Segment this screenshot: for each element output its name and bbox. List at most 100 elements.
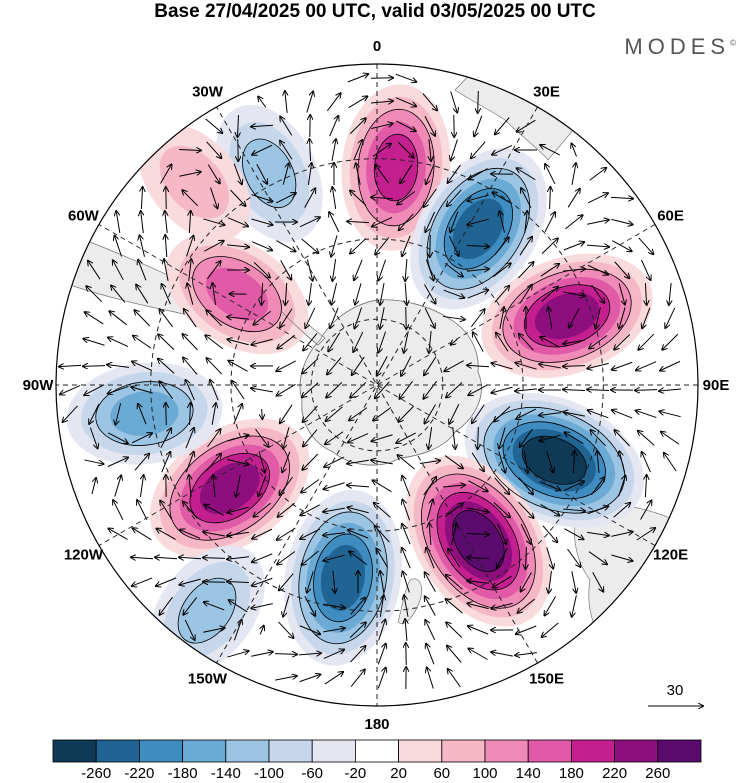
wind-vector [86, 286, 103, 303]
wind-vector [251, 603, 273, 609]
wind-vector [109, 311, 127, 326]
wind-vector [349, 118, 366, 135]
wind-vector [494, 286, 509, 303]
wind-vector [203, 628, 225, 633]
wind-vector [588, 551, 607, 565]
wind-vector [398, 405, 415, 422]
wind-vector [301, 479, 320, 492]
wind-vector [550, 187, 551, 210]
wind-vector [563, 291, 585, 296]
colorbar-tick-label: 260 [645, 765, 670, 782]
brand-name: MODES [624, 34, 731, 59]
wind-vector [467, 603, 489, 610]
wind-vector [204, 602, 225, 611]
wind-vector [324, 456, 345, 467]
wind-vector [563, 366, 586, 367]
wind-vector [611, 532, 632, 537]
wind-vector [261, 282, 262, 305]
wind-vector [347, 485, 370, 487]
wind-vector [347, 459, 369, 463]
wind-vector [395, 73, 417, 82]
wind-vector [491, 602, 513, 608]
wind-vector [397, 191, 416, 204]
wind-vector [614, 430, 630, 447]
wind-vector [571, 571, 576, 593]
colorbar-swatch [182, 739, 227, 763]
wind-vector [587, 220, 609, 225]
wind-vector [280, 476, 293, 495]
wind-vector [451, 338, 458, 345]
colorbar-swatch [354, 739, 399, 763]
wind-vector [549, 571, 552, 593]
wind-vector [618, 476, 626, 497]
wind-vector [448, 669, 461, 688]
wind-vector [348, 96, 368, 109]
wind-vector [426, 644, 435, 665]
wind-vector [182, 190, 199, 207]
colorbar-tick-label: -60 [301, 765, 323, 782]
wind-vector [378, 331, 387, 353]
wind-vector [471, 141, 486, 159]
wind-vector [541, 238, 558, 254]
wind-vector [185, 428, 194, 449]
wind-vector [227, 557, 249, 560]
wind-vector [491, 652, 513, 657]
wind-vector [203, 582, 226, 583]
wind-vector [587, 362, 609, 368]
wind-vector [108, 529, 128, 540]
wind-vector [84, 459, 103, 464]
wind-vector [548, 307, 553, 329]
wind-vector [350, 598, 365, 615]
wind-vector [131, 557, 154, 559]
wind-vector [227, 651, 248, 658]
wind-vector [212, 283, 215, 305]
wind-vector [619, 451, 626, 473]
wind-vector [332, 187, 337, 209]
wind-vector [326, 93, 340, 112]
wind-vector [299, 674, 321, 683]
wind-vector [515, 389, 537, 391]
wind-vector [426, 548, 435, 569]
longitude-label: 150W [188, 671, 228, 688]
wind-vector [425, 211, 436, 232]
wind-vector [405, 619, 407, 642]
wind-vector [402, 235, 411, 256]
wind-vector [205, 335, 224, 350]
wind-vector [447, 189, 462, 206]
wind-vector [467, 507, 489, 512]
wind-vector [371, 434, 393, 442]
wind-vector [565, 215, 582, 230]
wind-vector [453, 427, 456, 449]
wind-vector [323, 650, 344, 659]
wind-vector [397, 455, 415, 470]
wind-vector [498, 451, 505, 472]
wind-vector [159, 596, 173, 615]
wind-vector [299, 217, 320, 228]
wind-vector [474, 115, 483, 137]
wind-vector [659, 411, 681, 418]
wind-vector [298, 653, 321, 655]
wind-vector [569, 308, 580, 327]
wind-vector [113, 500, 124, 521]
wind-vector [203, 218, 224, 225]
wind-vector [545, 164, 556, 185]
wind-vector [229, 600, 248, 613]
wind-vector [158, 334, 175, 350]
wind-vector [326, 406, 343, 421]
wind-vector [285, 282, 286, 305]
wind-vector [588, 410, 609, 419]
wind-vector [132, 577, 153, 586]
wind-vector [405, 258, 407, 281]
wind-vector [467, 290, 488, 299]
wind-vector [155, 557, 178, 559]
wind-vector [380, 283, 385, 305]
wind-vector [227, 245, 249, 247]
wind-vector [252, 577, 273, 585]
wind-vector [563, 269, 585, 271]
wind-vector [348, 530, 369, 539]
wind-vector [400, 164, 413, 184]
wind-vector [330, 307, 339, 328]
wind-vector [499, 307, 504, 329]
wind-vector [371, 460, 393, 465]
wind-vector [258, 97, 267, 108]
